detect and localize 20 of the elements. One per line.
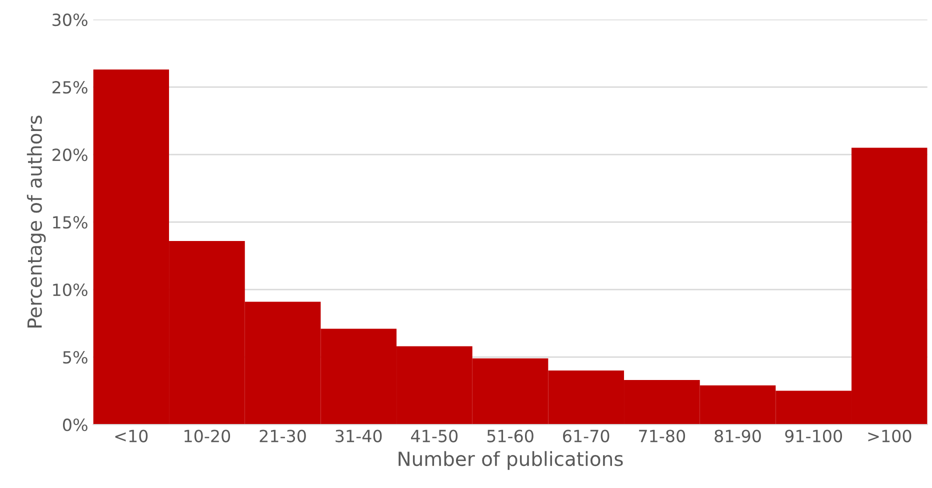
y-tick-label: 25% (52, 80, 88, 94)
x-tick-label: 10-20 (184, 430, 230, 442)
y-tick-label: 0% (63, 418, 88, 432)
y-tick-label: 10% (53, 284, 88, 296)
y-axis-title: Percentage of authors (26, 116, 46, 328)
y-tick-label: 15% (53, 216, 88, 229)
y-tick-label: 5% (63, 351, 88, 364)
x-tick-label: 21-30 (260, 430, 306, 442)
x-tick-label: >100 (868, 430, 912, 442)
y-tick-label: 20% (52, 148, 88, 162)
x-tick-label: 41-50 (411, 430, 458, 442)
x-tick-label: 31-40 (336, 430, 382, 442)
x-tick-label: <10 (115, 430, 148, 442)
y-tick-label: 30% (52, 13, 88, 26)
x-tick-label: 61-70 (563, 430, 610, 442)
x-tick-label: 51-60 (487, 430, 534, 442)
x-tick-label: 91-100 (785, 430, 842, 442)
x-axis-title: Number of publications (398, 451, 623, 470)
x-tick-label: 81-90 (714, 430, 761, 442)
x-tick-label: 71-80 (639, 430, 686, 442)
